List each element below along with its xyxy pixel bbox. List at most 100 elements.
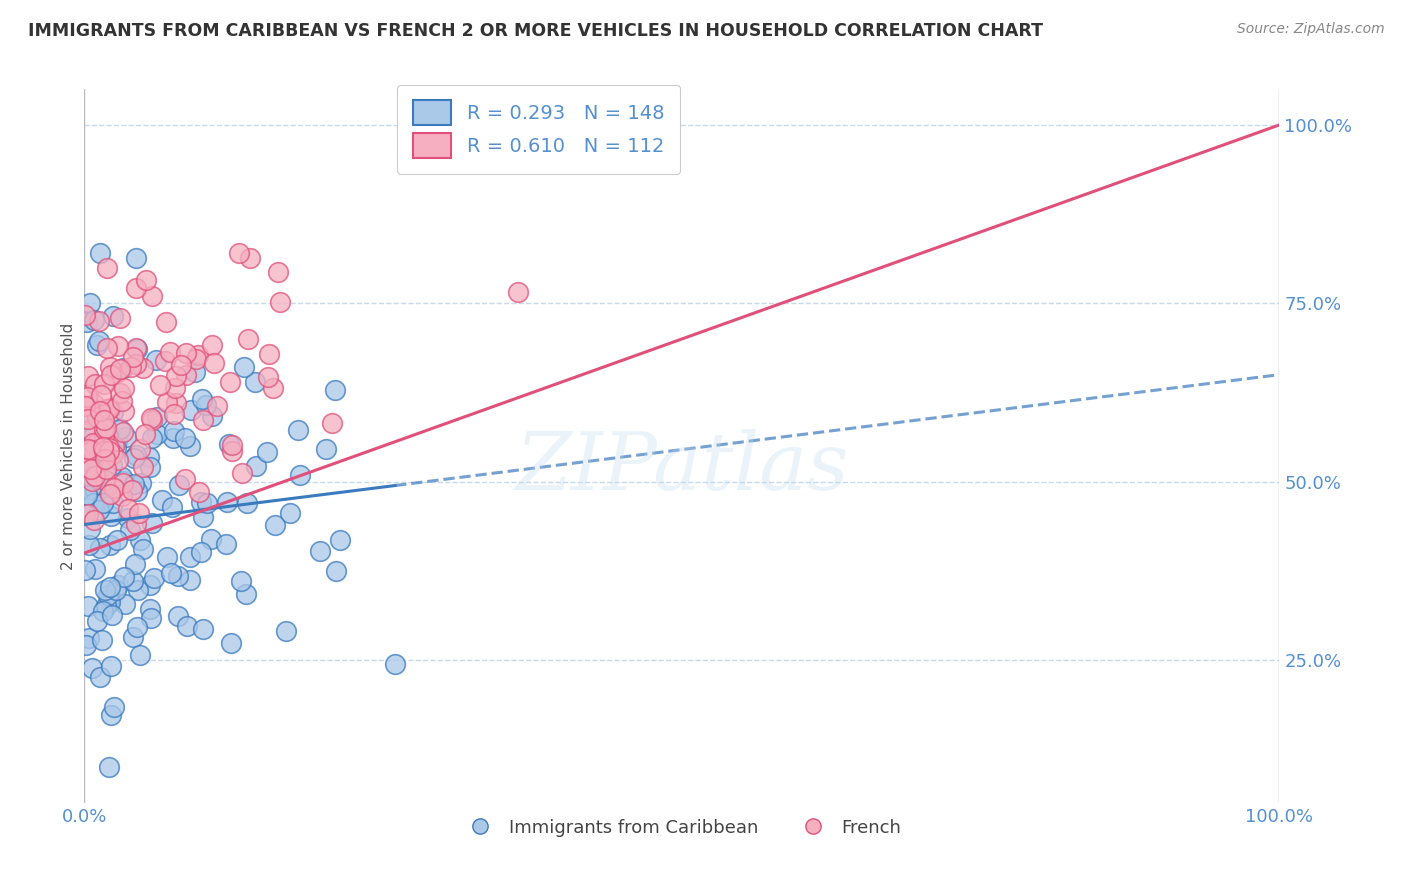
Point <box>87 462 110 476</box>
Point <box>94 473 117 487</box>
Y-axis label: 2 or more Vehicles in Household: 2 or more Vehicles in Household <box>60 322 76 570</box>
Point <box>167 569 190 583</box>
Point <box>73 562 96 576</box>
Point <box>179 573 201 587</box>
Point <box>100 508 122 523</box>
Point <box>96 261 118 276</box>
Point <box>170 358 193 372</box>
Point <box>100 538 122 552</box>
Point <box>93 376 115 391</box>
Point <box>245 459 267 474</box>
Point <box>139 602 162 616</box>
Point <box>110 385 132 400</box>
Point <box>132 361 155 376</box>
Point <box>101 309 124 323</box>
Point <box>115 430 138 444</box>
Point <box>267 265 290 279</box>
Point <box>160 566 183 580</box>
Point <box>105 367 128 381</box>
Point <box>76 500 98 515</box>
Point <box>278 506 301 520</box>
Point <box>94 452 117 467</box>
Point <box>141 431 163 445</box>
Point <box>98 443 121 458</box>
Point <box>129 476 152 491</box>
Point <box>122 351 145 365</box>
Point <box>112 425 135 440</box>
Point <box>97 428 120 442</box>
Point <box>125 280 148 294</box>
Point <box>141 289 163 303</box>
Point <box>76 462 98 476</box>
Point <box>139 577 162 591</box>
Text: IMMIGRANTS FROM CARIBBEAN VS FRENCH 2 OR MORE VEHICLES IN HOUSEHOLD CORRELATION : IMMIGRANTS FROM CARIBBEAN VS FRENCH 2 OR… <box>28 22 1043 40</box>
Point <box>94 436 117 450</box>
Point <box>195 495 218 509</box>
Point <box>184 351 207 366</box>
Point <box>191 622 214 636</box>
Point <box>101 447 124 461</box>
Point <box>91 633 114 648</box>
Point <box>176 368 198 383</box>
Point <box>228 245 250 260</box>
Point <box>105 533 128 548</box>
Point <box>112 474 135 488</box>
Point <box>76 599 98 613</box>
Point <box>239 251 262 265</box>
Point <box>77 412 100 426</box>
Point <box>125 358 148 372</box>
Point <box>146 409 169 424</box>
Point <box>101 496 124 510</box>
Point <box>287 423 309 437</box>
Point <box>80 661 103 675</box>
Point <box>89 313 111 327</box>
Point <box>215 495 238 509</box>
Point <box>187 348 209 362</box>
Point <box>180 403 202 417</box>
Point <box>76 390 98 404</box>
Point <box>89 503 111 517</box>
Point <box>231 466 253 480</box>
Point <box>112 570 135 584</box>
Point <box>122 574 145 588</box>
Point <box>83 469 105 483</box>
Point <box>94 420 117 434</box>
Point <box>219 375 242 389</box>
Point <box>120 523 142 537</box>
Point <box>190 545 212 559</box>
Point <box>110 362 132 376</box>
Point <box>167 477 190 491</box>
Point <box>100 360 122 375</box>
Point <box>125 484 148 499</box>
Point <box>134 426 156 441</box>
Point <box>82 435 104 450</box>
Point <box>87 334 110 349</box>
Point <box>75 407 97 421</box>
Point <box>73 507 96 521</box>
Point <box>90 475 112 490</box>
Point <box>77 446 100 460</box>
Point <box>86 471 108 485</box>
Point <box>207 399 229 413</box>
Point <box>93 413 115 427</box>
Point <box>77 442 100 457</box>
Legend: Immigrants from Caribbean, French: Immigrants from Caribbean, French <box>456 812 908 844</box>
Point <box>79 451 101 466</box>
Point <box>256 370 278 384</box>
Point <box>143 571 166 585</box>
Point <box>138 460 160 475</box>
Point <box>93 444 115 458</box>
Point <box>121 483 143 497</box>
Point <box>201 409 224 424</box>
Point <box>125 620 148 634</box>
Point <box>77 456 100 470</box>
Text: Source: ZipAtlas.com: Source: ZipAtlas.com <box>1237 22 1385 37</box>
Point <box>124 558 146 572</box>
Point <box>117 510 139 524</box>
Point <box>156 549 179 564</box>
Point <box>91 440 114 454</box>
Point <box>229 574 252 588</box>
Point <box>100 659 122 673</box>
Point <box>194 398 217 412</box>
Point <box>79 295 101 310</box>
